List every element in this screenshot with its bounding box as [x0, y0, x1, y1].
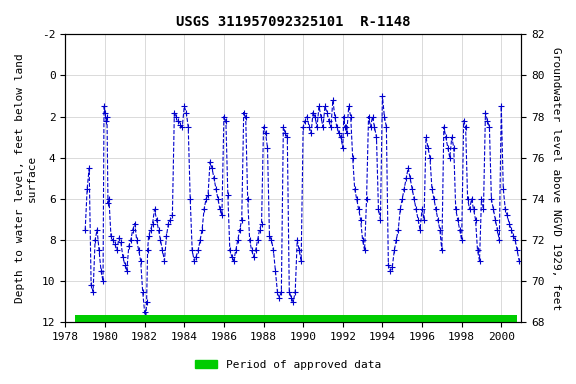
Bar	[75, 314, 517, 323]
Legend: Period of approved data: Period of approved data	[191, 356, 385, 375]
Y-axis label: Groundwater level above NGVD 1929, feet: Groundwater level above NGVD 1929, feet	[551, 47, 561, 310]
Y-axis label: Depth to water level, feet below land
surface: Depth to water level, feet below land su…	[15, 53, 37, 303]
Title: USGS 311957092325101  R-1148: USGS 311957092325101 R-1148	[176, 15, 411, 29]
